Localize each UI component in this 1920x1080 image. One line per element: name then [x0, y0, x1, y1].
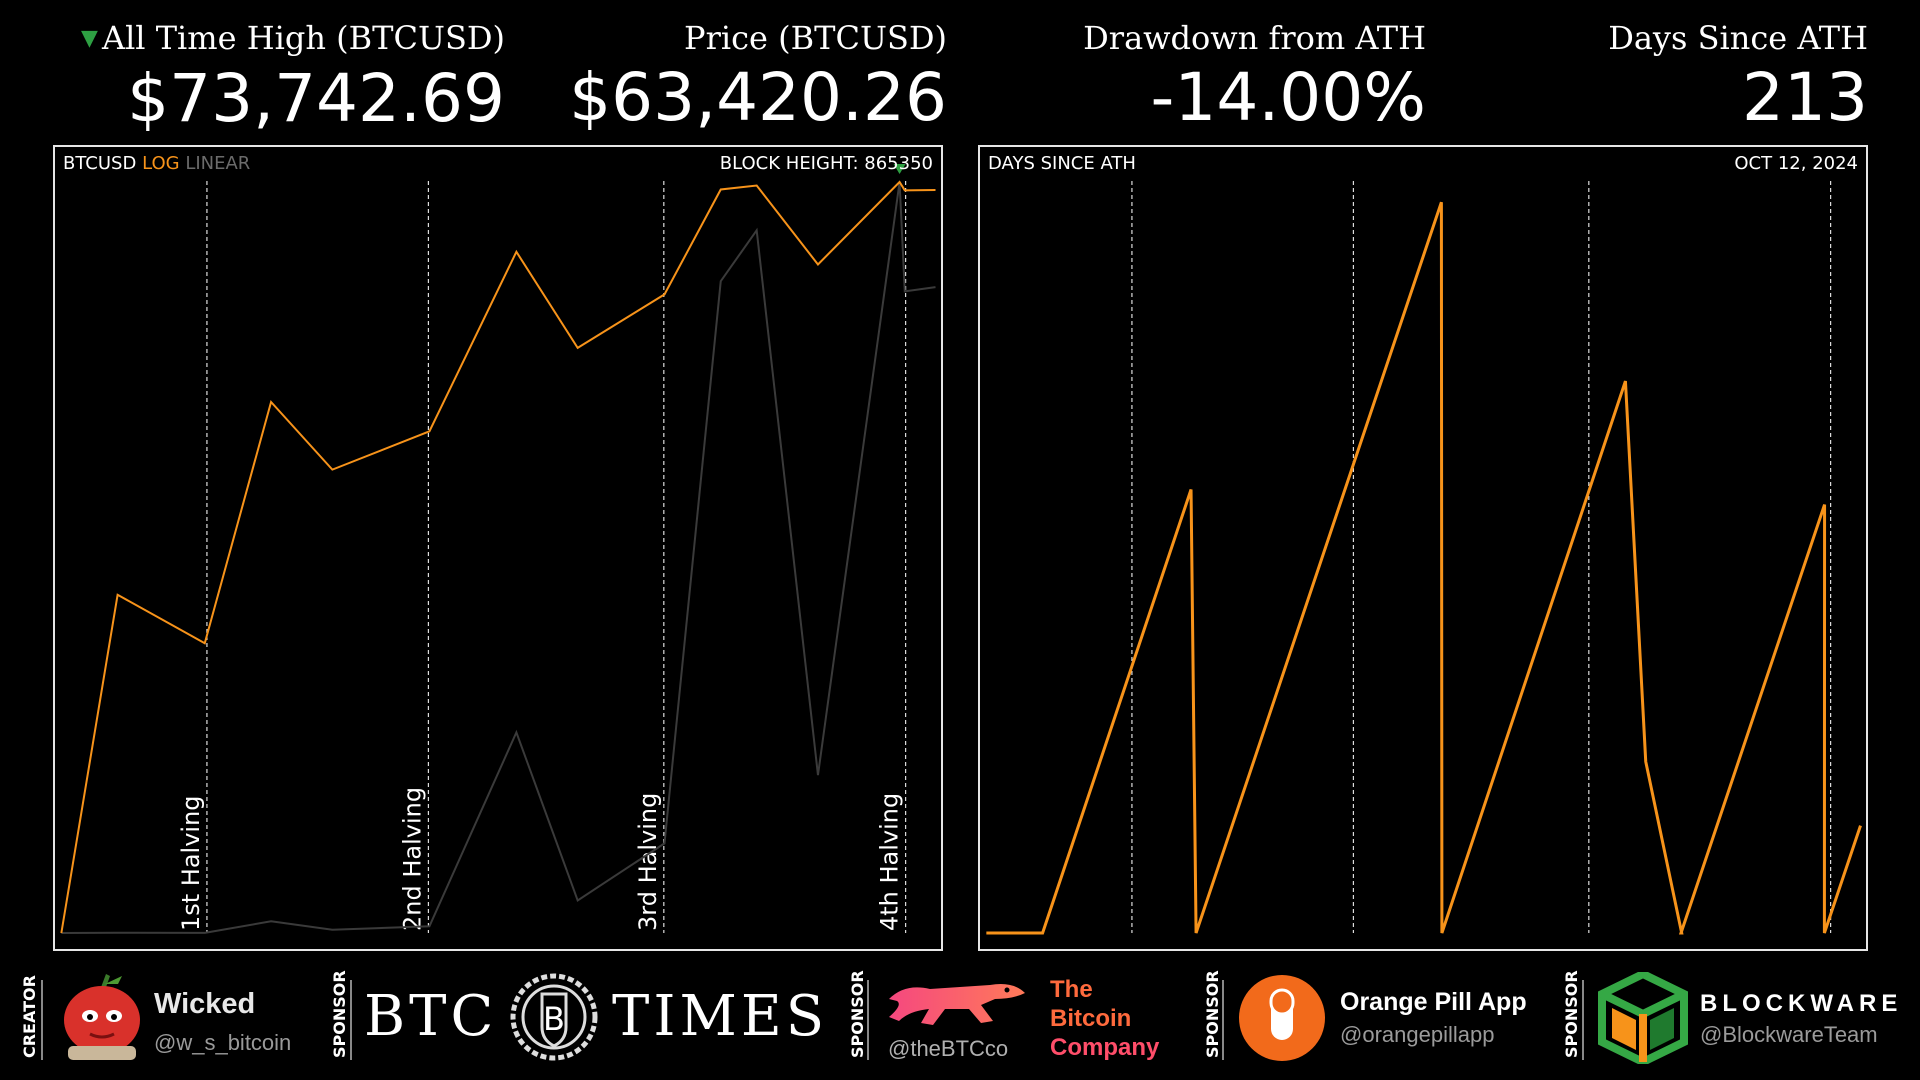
sponsor-label: SPONSOR: [1203, 970, 1222, 1058]
footer-divider: [1222, 980, 1224, 1060]
halving-label: 3rd Halving: [634, 793, 662, 931]
days-chart: [986, 181, 1862, 935]
days-since-ath-line: [986, 201, 1862, 935]
ticker-label: BTCUSD: [63, 153, 137, 174]
blockware-handle[interactable]: @BlockwareTeam: [1700, 1022, 1878, 1047]
log-price-line: [60, 180, 936, 934]
drawdown-label: Drawdown from ATH: [1083, 19, 1426, 57]
blockware-name: BLOCKWARE: [1700, 990, 1903, 1017]
price-label: Price (BTCUSD): [684, 19, 947, 57]
drawdown-value: -14.00%: [1150, 59, 1426, 136]
halving-label: 1st Halving: [177, 795, 205, 931]
opa-handle[interactable]: @orangepillapp: [1340, 1022, 1495, 1047]
days-panel-date: OCT 12, 2024: [1734, 153, 1858, 174]
btctimes-logo[interactable]: BTC B TIMES: [362, 972, 824, 1062]
bitcoinco-line2: Bitcoin: [1050, 1005, 1132, 1032]
creator-name: Wicked: [154, 988, 256, 1020]
bitcoinco-wordmark[interactable]: The Bitcoin Company: [1050, 975, 1159, 1062]
ath-label: All Time High (BTCUSD): [101, 19, 505, 57]
btctimes-right-text: TIMES: [612, 984, 829, 1049]
halving-label: 2nd Halving: [398, 787, 426, 931]
ath-marker: [893, 164, 906, 174]
footer-divider: [350, 980, 352, 1060]
block-height: BLOCK HEIGHT: 865350: [719, 153, 933, 174]
stat-ath: ▼ All Time High (BTCUSD) $73,742.69: [81, 18, 505, 139]
orange-pill-icon: [1239, 975, 1325, 1061]
btctimes-left-text: BTC: [364, 984, 498, 1049]
sponsor-label: SPONSOR: [1562, 970, 1581, 1058]
creator-handle[interactable]: @w_s_bitcoin: [154, 1030, 292, 1055]
price-value: $63,420.26: [569, 59, 947, 136]
bitcoinco-line1: The: [1050, 976, 1093, 1003]
creator-label: CREATOR: [20, 975, 39, 1058]
footer-divider: [41, 980, 43, 1060]
price-chart-panel: 1st Halving 2nd Halving 3rd Halving 4th Hal…: [53, 145, 943, 951]
footer-divider: [1582, 980, 1584, 1060]
opa-name: Orange Pill App: [1340, 988, 1527, 1016]
days-label: Days Since ATH: [1608, 19, 1868, 57]
price-chart: 1st Halving 2nd Halving 3rd Halving 4th Hal…: [60, 164, 936, 934]
stat-drawdown: Drawdown from ATH -14.00%: [1083, 18, 1426, 138]
sponsor-label: SPONSOR: [330, 970, 349, 1058]
ath-value: $73,742.69: [127, 60, 505, 137]
bitcoinco-handle[interactable]: @theBTCco: [888, 1036, 1009, 1061]
halving-label: 4th Halving: [876, 793, 904, 931]
log-toggle[interactable]: LOG: [142, 153, 180, 174]
stat-days-since-ath: Days Since ATH 213: [1608, 18, 1868, 138]
sponsor-label: SPONSOR: [848, 970, 867, 1058]
creator-avatar: [60, 972, 145, 1060]
btctimes-emblem-icon: B: [510, 973, 598, 1061]
blockware-cube-icon: [1598, 972, 1688, 1064]
stat-price: Price (BTCUSD) $63,420.26: [569, 18, 947, 138]
btctimes-mid-text: B: [543, 1000, 565, 1038]
linear-toggle[interactable]: LINEAR: [185, 153, 251, 174]
bitcoinco-line3: Company: [1050, 1034, 1160, 1061]
days-chart-panel: DAYS SINCE ATH OCT 12, 2024: [978, 145, 1868, 951]
linear-price-line: [61, 181, 936, 934]
lizard-logo-icon: [889, 984, 1025, 1025]
ath-triangle-icon: ▼: [81, 26, 98, 51]
tomato-avatar-icon: [64, 974, 140, 1060]
footer-divider: [867, 980, 869, 1060]
days-panel-title: DAYS SINCE ATH: [988, 153, 1136, 174]
days-value: 213: [1742, 59, 1868, 136]
